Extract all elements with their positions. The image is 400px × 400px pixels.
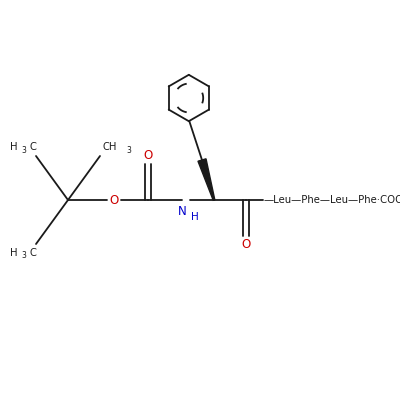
Polygon shape (198, 159, 215, 200)
Text: H: H (10, 248, 18, 258)
Text: O: O (109, 194, 119, 206)
Text: H: H (10, 142, 18, 152)
Text: 3: 3 (126, 146, 131, 155)
Text: —Leu—Phe—Leu—Phe·COOH: —Leu—Phe—Leu—Phe·COOH (263, 195, 400, 205)
Text: H: H (191, 212, 199, 222)
Text: CH: CH (103, 142, 117, 152)
Text: 3: 3 (22, 146, 26, 155)
Text: 3: 3 (22, 252, 26, 260)
Text: N: N (178, 205, 186, 218)
Text: O: O (241, 238, 251, 251)
Text: C: C (29, 248, 36, 258)
Text: C: C (29, 142, 36, 152)
Text: O: O (143, 149, 153, 162)
